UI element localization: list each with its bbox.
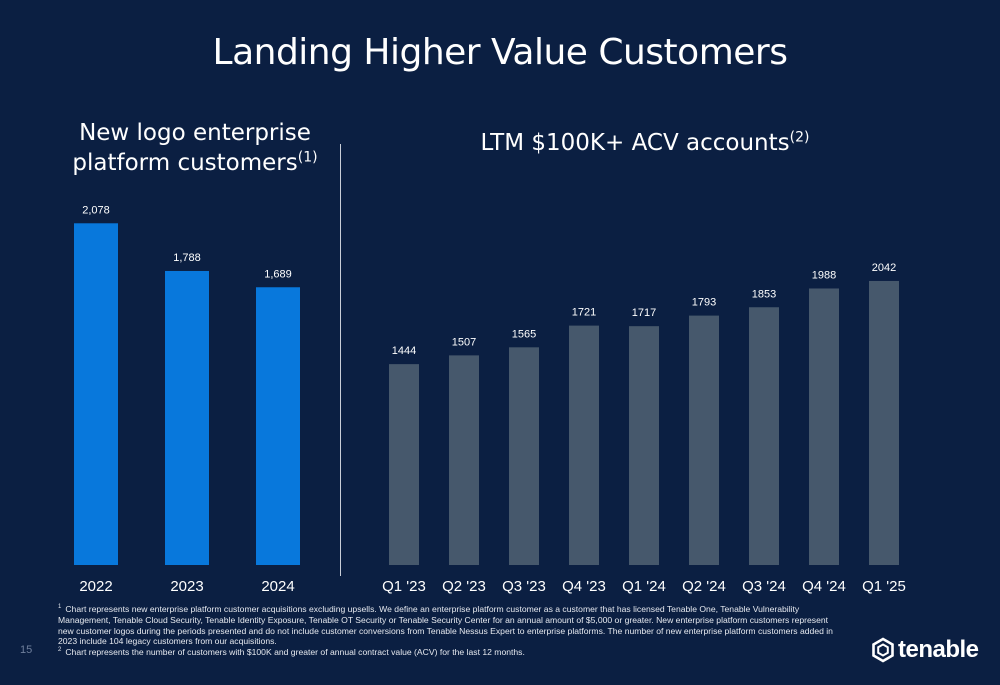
right-chart-title: LTM $100K+ ACV accounts(2) [460,128,830,158]
left-data-label-3: 1,689 [264,268,292,280]
slide-title: Landing Higher Value Customers [212,32,788,73]
right-data-label-3: 1565 [512,328,536,340]
right-data-label-4: 1721 [572,307,596,319]
right-chart-title-text: LTM $100K+ ACV accounts [480,130,790,156]
left-bar-3 [256,287,300,565]
left-bar-1 [74,223,118,566]
right-tick-label-7: Q3 '24 [742,578,786,595]
right-data-label-9: 2042 [872,262,896,274]
footnotes: 1 Chart represents new enterprise platfor… [58,604,838,658]
left-chart-title-line2: platform customers [72,150,298,176]
chart-divider [340,144,341,576]
footnote-1: 1 Chart represents new enterprise platfor… [58,604,838,647]
right-bar-8 [809,288,839,565]
right-tick-label-4: Q4 '23 [562,578,606,595]
right-bar-5 [629,326,659,565]
right-data-label-2: 1507 [452,336,476,348]
left-tick-label-1: 2022 [79,578,112,595]
footnote-1-mark: 1 [58,604,62,611]
left-chart-footnote-ref: (1) [297,149,318,166]
right-tick-label-6: Q2 '24 [682,578,726,595]
right-bar-7 [749,307,779,565]
tenable-logo: tenable [870,635,979,665]
right-tick-label-5: Q1 '24 [622,578,666,595]
right-bar-4 [569,325,599,565]
right-bar-2 [449,355,479,565]
right-tick-label-8: Q4 '24 [802,578,846,595]
right-data-label-8: 1988 [812,269,836,281]
left-data-label-2: 1,788 [173,252,201,264]
right-bar-9 [869,280,899,565]
right-data-label-6: 1793 [692,297,716,309]
left-data-label-1: 2,078 [82,204,110,216]
right-bar-1 [389,364,419,565]
right-chart-footnote-ref: (2) [789,129,810,146]
left-chart-title-line1: New logo enterprise [79,120,311,146]
right-tick-label-3: Q3 '23 [502,578,546,595]
right-data-label-5: 1717 [632,307,656,319]
right-data-label-1: 1444 [392,345,416,357]
left-tick-label-3: 2024 [261,578,294,595]
tenable-logo-icon [872,637,894,663]
right-bar-6 [689,315,719,565]
right-tick-label-1: Q1 '23 [382,578,426,595]
right-tick-label-9: Q1 '25 [862,578,906,595]
page-number: 15 [20,644,33,656]
tenable-logo-text: tenable [898,636,979,663]
left-bar-2 [165,270,209,565]
right-bar-3 [509,347,539,565]
footnote-2-mark: 2 [58,647,62,654]
left-tick-label-2: 2023 [170,578,203,595]
left-chart-title: New logo enterprise platform customers(1… [60,118,330,178]
footnote-2: 2 Chart represents the number of customer… [58,647,838,658]
right-data-label-7: 1853 [752,288,776,300]
right-tick-label-2: Q2 '23 [442,578,486,595]
footnote-2-text: Chart represents the number of customers… [65,647,525,658]
footnote-1-text: Chart represents new enterprise platform… [58,604,833,647]
